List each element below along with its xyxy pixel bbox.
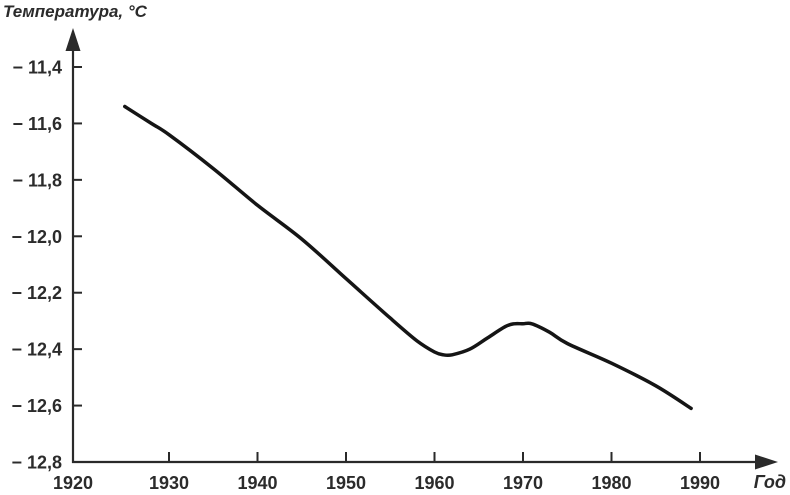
x-axis-title: Год: [753, 472, 786, 492]
x-tick-label: 1920: [53, 473, 93, 493]
y-tick-label: − 12,4: [11, 340, 62, 360]
x-tick-label: 1980: [591, 473, 631, 493]
x-tick-label: 1960: [414, 473, 454, 493]
y-tick-label: − 12,0: [11, 227, 62, 247]
x-axis-arrow-icon: [755, 454, 778, 470]
temperature-curve: [123, 104, 693, 411]
y-tick-label: − 11,4: [12, 58, 62, 78]
y-tick-label: − 11,8: [12, 170, 62, 190]
y-tick-label: − 11,6: [12, 114, 62, 134]
y-tick-label: − 12,2: [11, 283, 62, 303]
x-tick-label: 1990: [680, 473, 720, 493]
x-tick-label: 1930: [149, 473, 189, 493]
x-tick-label: 1940: [237, 473, 277, 493]
x-tick-label: 1970: [503, 473, 543, 493]
y-axis-arrow-icon: [65, 28, 81, 51]
y-tick-label: − 12,8: [11, 453, 62, 473]
x-tick-label: 1950: [326, 473, 366, 493]
y-tick-label: − 12,6: [11, 396, 62, 416]
y-axis-title: Температура, °C: [3, 2, 147, 21]
